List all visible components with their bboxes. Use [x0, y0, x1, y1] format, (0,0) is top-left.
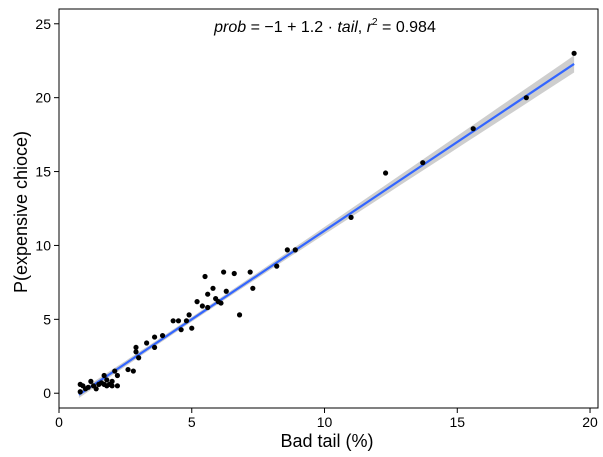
regression-line — [78, 63, 575, 396]
data-point — [194, 299, 200, 305]
data-point — [231, 270, 237, 277]
data-point — [151, 344, 158, 351]
y-axis-title: P(expensive chioce) — [11, 131, 31, 293]
data-point — [470, 126, 476, 132]
data-point — [109, 383, 115, 389]
y-tick-label: 15 — [35, 164, 51, 180]
data-point — [223, 288, 229, 294]
r-squared-symbol: r — [367, 19, 373, 36]
x-tick-label: 20 — [582, 414, 598, 430]
data-point — [125, 366, 131, 373]
data-point — [175, 318, 182, 324]
data-point — [205, 291, 211, 297]
data-point — [85, 384, 91, 390]
fit-line-layer — [78, 63, 575, 396]
r-squared-value: = 0.984 — [378, 19, 436, 36]
equation-rhs: −1 + 1.2 · — [264, 19, 337, 36]
y-tick-label: 25 — [35, 16, 51, 32]
plot-panel-border — [58, 8, 599, 409]
y-tick-label: 20 — [35, 90, 51, 106]
data-point — [348, 214, 354, 220]
equation-equals: = — [246, 19, 264, 36]
data-point — [202, 273, 208, 280]
x-tick-label: 10 — [317, 414, 333, 430]
y-axis: 0 5 10 15 20 25 — [35, 16, 59, 401]
data-point — [133, 349, 139, 355]
data-point — [420, 160, 426, 166]
x-tick-label: 15 — [449, 414, 465, 430]
data-point — [274, 263, 280, 269]
data-point — [382, 170, 389, 176]
fit-equation-annotation: prob = −1 + 1.2 · tail, r2 = 0.984 — [213, 17, 436, 36]
data-point — [133, 344, 139, 351]
data-point — [186, 312, 192, 318]
data-point — [170, 318, 176, 324]
data-point — [292, 247, 298, 253]
data-point — [247, 269, 253, 275]
x-axis-title: Bad tail (%) — [280, 431, 373, 451]
data-point — [210, 285, 216, 291]
x-tick-label: 0 — [55, 414, 63, 430]
data-points-layer — [77, 50, 577, 395]
data-point — [151, 334, 158, 340]
data-point — [178, 327, 184, 333]
y-tick-label: 5 — [43, 311, 51, 327]
data-point — [136, 355, 142, 361]
data-point — [183, 318, 190, 324]
data-point — [114, 372, 121, 379]
data-point — [93, 386, 99, 392]
data-point — [109, 378, 115, 384]
y-tick-label: 10 — [35, 237, 51, 253]
data-point — [112, 368, 118, 374]
data-point — [236, 312, 243, 318]
data-point — [523, 95, 529, 101]
data-point — [114, 383, 121, 389]
data-point — [571, 50, 577, 56]
data-point — [77, 389, 83, 395]
data-point — [284, 247, 290, 253]
data-point — [130, 368, 136, 374]
y-tick-label: 0 — [43, 385, 51, 401]
x-axis: 0 5 10 15 20 — [55, 408, 598, 430]
r-squared-superscript: 2 — [372, 17, 378, 28]
data-point — [101, 372, 107, 379]
equation-separator: , — [358, 19, 367, 36]
equation-variable: tail — [337, 19, 358, 36]
data-point — [199, 303, 205, 309]
data-point — [189, 325, 195, 331]
data-point — [104, 377, 110, 383]
data-point — [159, 332, 166, 339]
data-point — [144, 340, 150, 346]
data-point — [218, 300, 224, 306]
data-point — [88, 378, 94, 384]
data-point — [221, 269, 227, 275]
data-point — [205, 304, 211, 311]
data-point — [250, 285, 256, 291]
equation-lhs: prob — [213, 19, 246, 36]
x-tick-label: 5 — [188, 414, 196, 430]
